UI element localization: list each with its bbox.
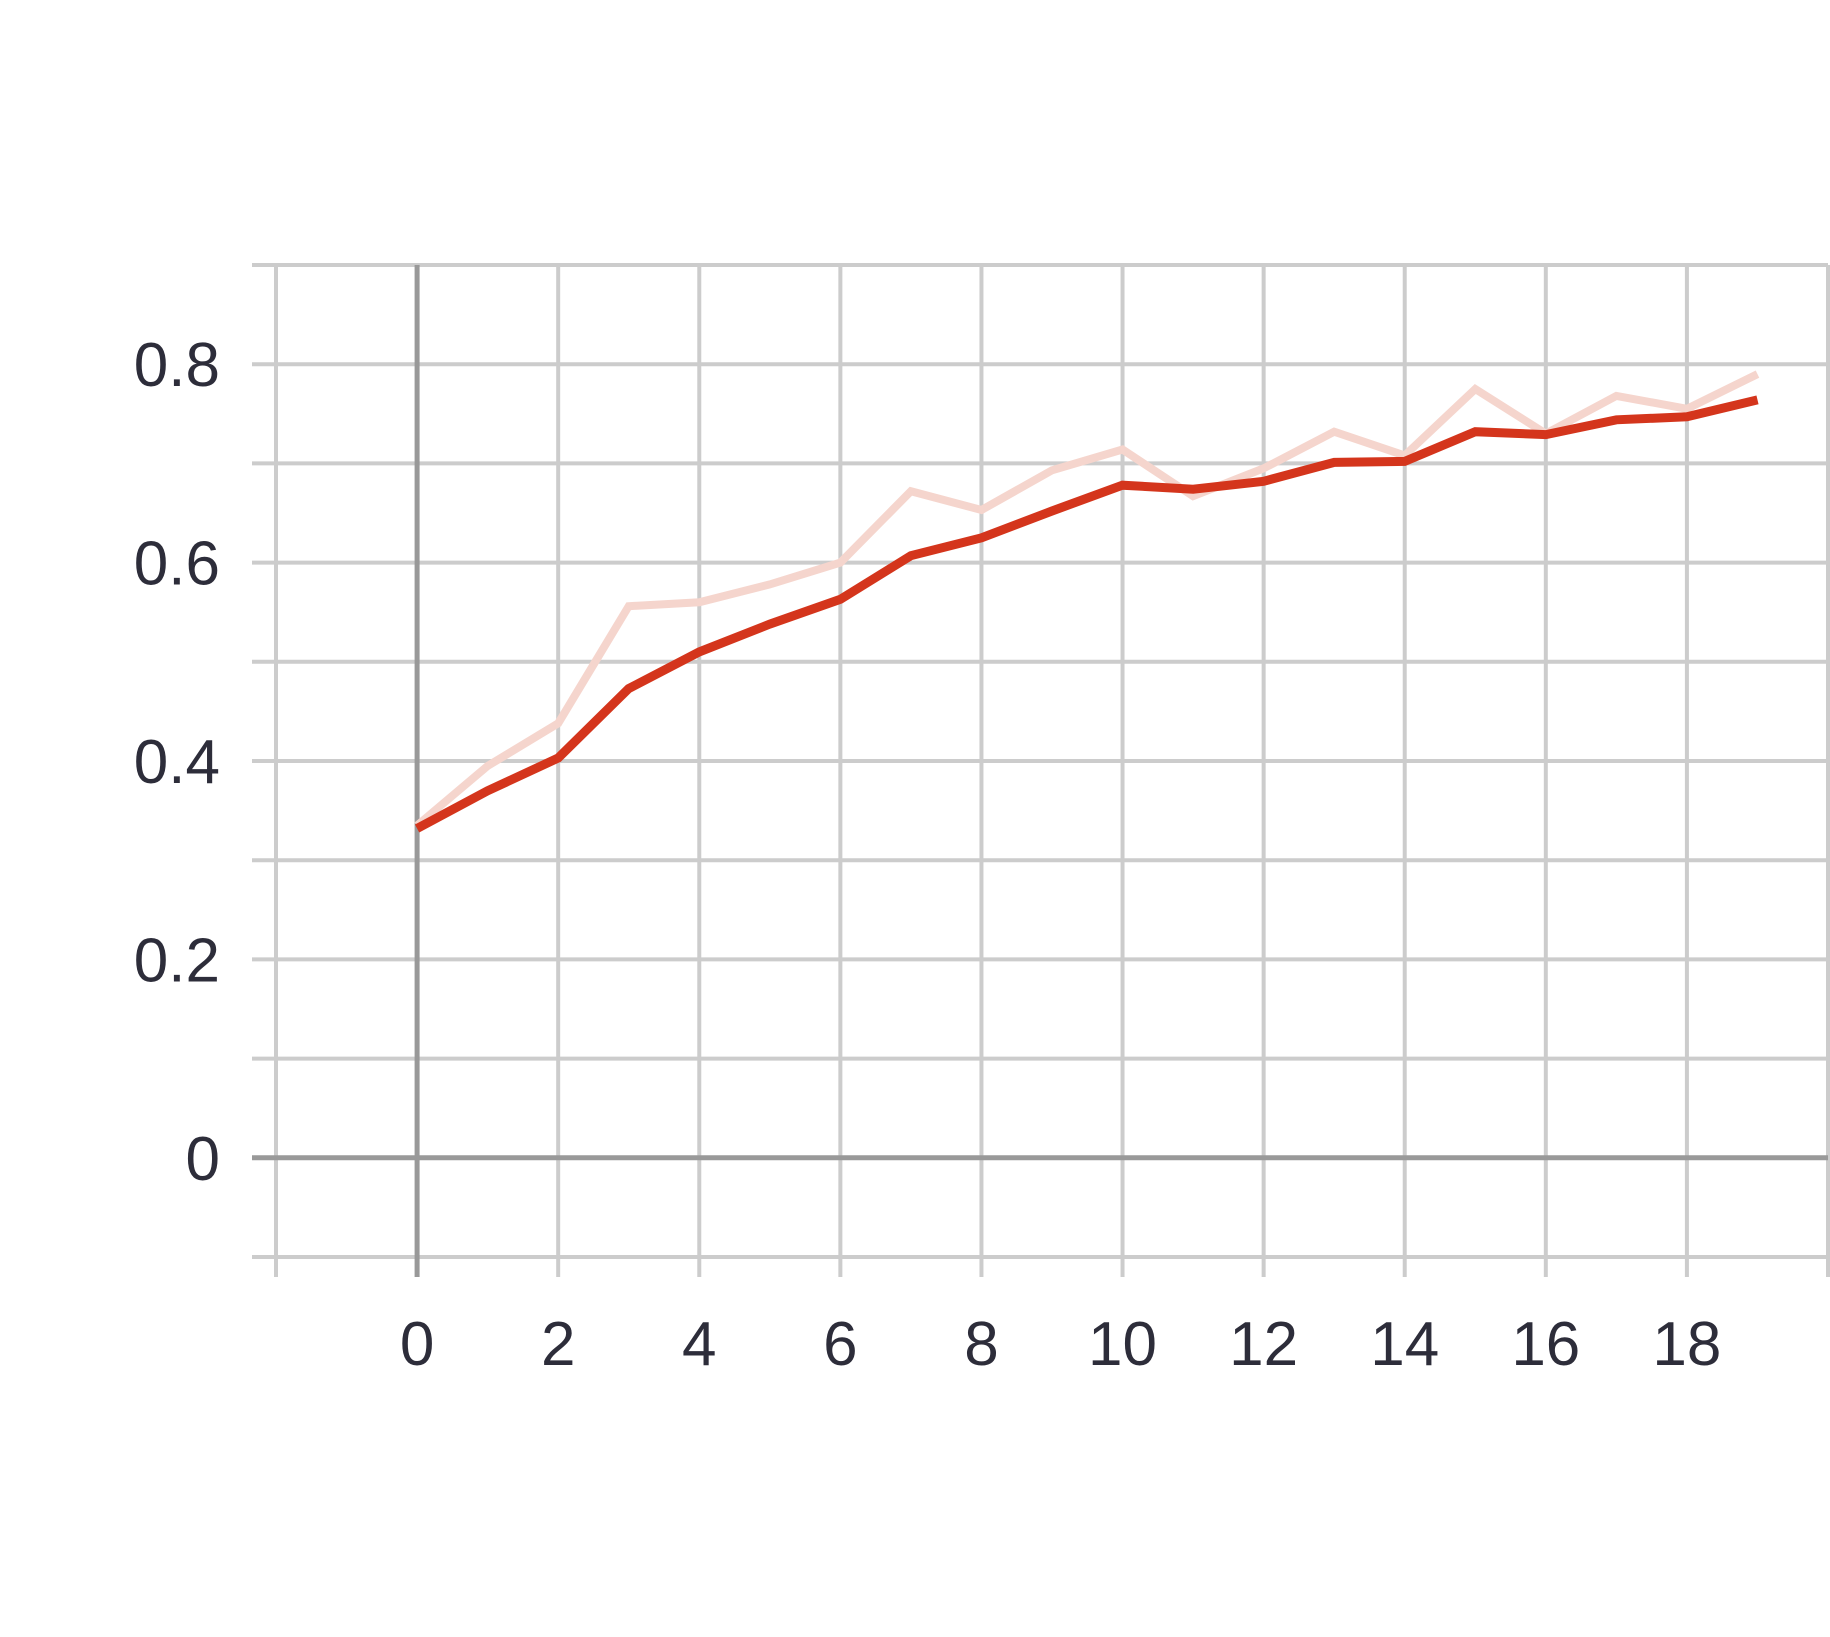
y-tick-label: 0.6 <box>134 530 220 599</box>
x-tick-label: 0 <box>400 1310 434 1379</box>
series-line-raw <box>414 370 1760 829</box>
x-tick-label: 18 <box>1652 1310 1721 1379</box>
x-tick-label: 16 <box>1511 1310 1580 1379</box>
axes <box>252 265 1828 1277</box>
y-tick-label: 0.2 <box>134 926 220 995</box>
x-tick-label: 10 <box>1088 1310 1157 1379</box>
x-tick-label: 6 <box>823 1310 857 1379</box>
grid <box>252 263 1830 1277</box>
y-tick-label: 0.8 <box>134 331 220 400</box>
series-lines <box>414 370 1760 833</box>
y-tick-label: 0.4 <box>134 728 220 797</box>
x-tick-label: 2 <box>541 1310 575 1379</box>
x-tick-label: 8 <box>964 1310 998 1379</box>
tick-labels: 0 2 4 6 8 10 12 14 16 18 0 0.2 0.4 0.6 0.8 <box>134 331 1722 1379</box>
x-tick-label: 4 <box>682 1310 716 1379</box>
x-tick-label: 12 <box>1229 1310 1298 1379</box>
x-tick-label: 14 <box>1370 1310 1439 1379</box>
y-tick-label: 0 <box>186 1125 220 1194</box>
series-line-smoothed <box>414 395 1759 833</box>
